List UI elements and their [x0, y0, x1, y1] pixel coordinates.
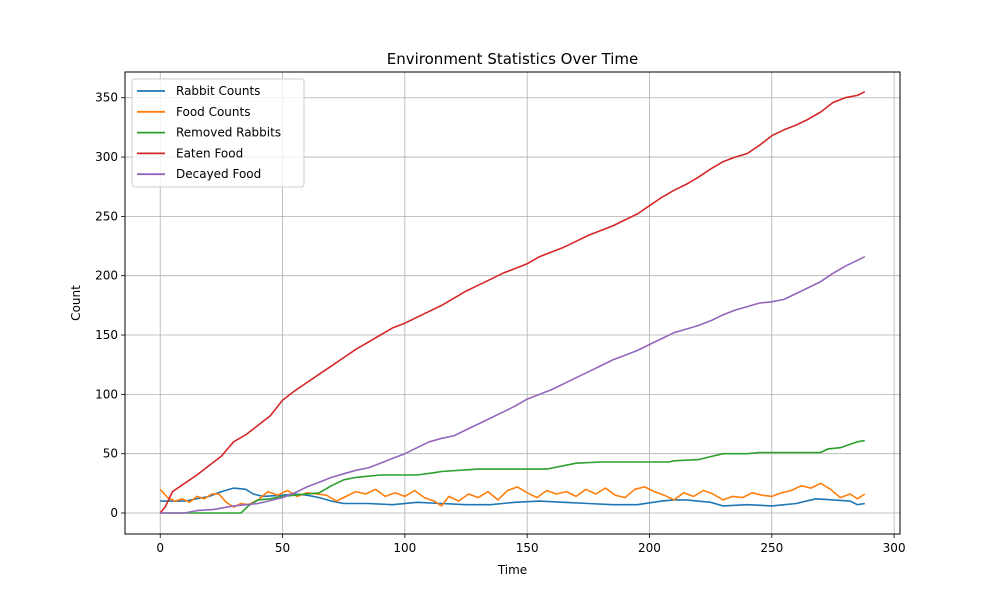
legend-label-rabbit-counts: Rabbit Counts — [176, 84, 260, 98]
y-tick-label: 50 — [103, 447, 118, 461]
x-tick-label: 100 — [393, 541, 416, 555]
series-lines — [159, 91, 866, 514]
axis-ticks: 0 50 100 150 200 250 300 0 50 100 150 200 250 300 350 — [95, 91, 905, 555]
y-tick-label: 350 — [95, 91, 118, 105]
y-tick-label: 0 — [110, 506, 118, 520]
legend-label-food-counts: Food Counts — [176, 105, 250, 119]
x-axis-title: Time — [497, 563, 527, 577]
y-tick-label: 200 — [95, 269, 118, 283]
legend-label-eaten-food: Eaten Food — [176, 146, 243, 160]
legend-label-removed-rabbits: Removed Rabbits — [176, 126, 281, 140]
x-tick-label: 300 — [883, 541, 906, 555]
x-tick-label: 200 — [638, 541, 661, 555]
x-tick-label: 50 — [275, 541, 290, 555]
y-tick-label: 250 — [95, 209, 118, 223]
series-line-decayed-food — [160, 255, 866, 514]
x-tick-label: 150 — [516, 541, 539, 555]
legend: Rabbit Counts Food Counts Removed Rabbits E… — [131, 78, 305, 188]
series-line-eaten-food — [159, 91, 866, 514]
y-tick-label: 150 — [95, 328, 118, 342]
plot-frame — [124, 71, 901, 535]
y-tick-label: 100 — [95, 387, 118, 401]
y-axis-title: Count — [69, 285, 83, 321]
x-tick-label: 250 — [760, 541, 783, 555]
x-tick-label: 0 — [156, 541, 164, 555]
legend-box — [131, 78, 305, 188]
y-tick-label: 300 — [95, 150, 118, 164]
chart-title: Environment Statistics Over Time — [387, 50, 638, 68]
legend-label-decayed-food: Decayed Food — [176, 167, 261, 181]
series-line-rabbit-counts — [160, 487, 865, 507]
